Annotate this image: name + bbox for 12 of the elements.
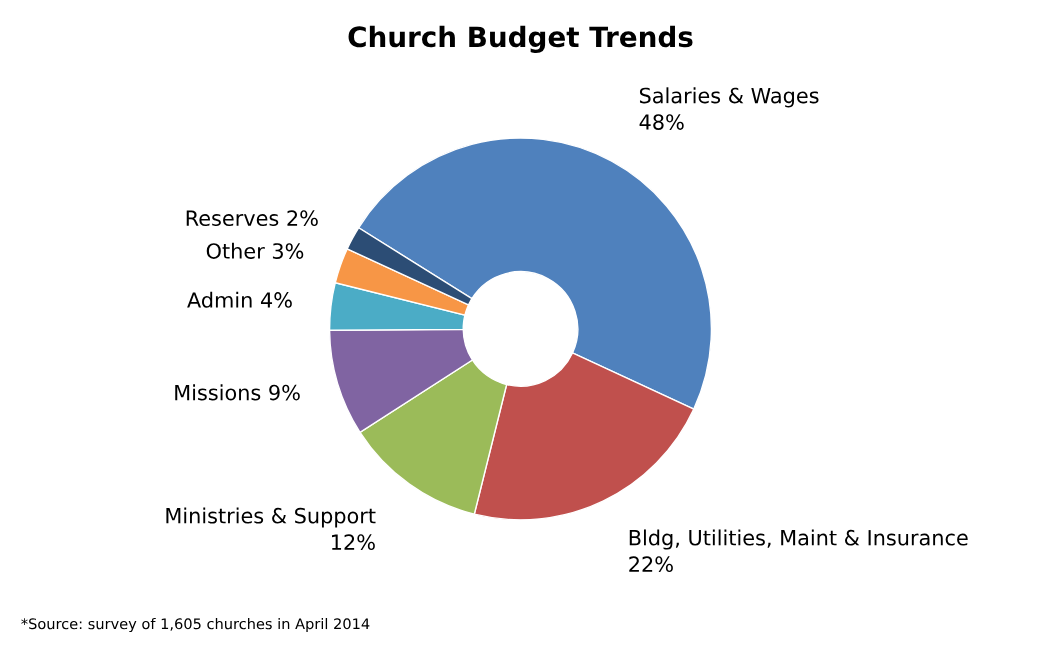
- text: *Source: survey of 1,605 churches in April 2014: [21, 617, 370, 633]
- chart-title: Church Budget Trends: [348, 25, 693, 53]
- slice-label: Missions 9%: [175, 384, 300, 401]
- data-label: 12%: [332, 534, 375, 551]
- slice-label: Reserves 2%: [186, 210, 318, 227]
- slice-label: Bldg, Utilities, Maint & Insurance: [629, 529, 968, 550]
- slice-label: Salaries & Wages: [639, 87, 819, 108]
- data-label: 22%: [629, 556, 673, 573]
- slice-label: Ministries & Support: [166, 507, 376, 528]
- data-label: 48%: [639, 114, 684, 130]
- slice-label: Admin 4%: [187, 291, 292, 308]
- slice-label: Other 3%: [206, 242, 304, 259]
